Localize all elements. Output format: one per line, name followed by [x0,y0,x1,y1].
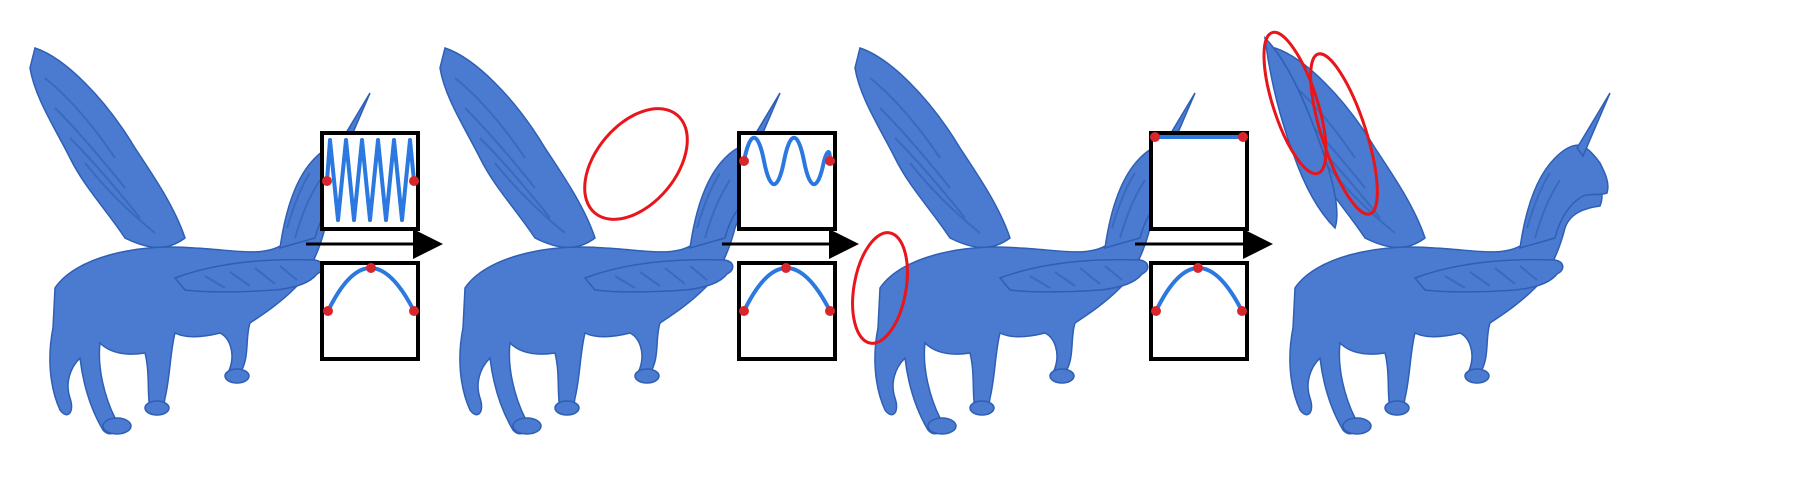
control-point [323,306,333,316]
pegasus-model-3 [854,47,1196,435]
pegasus-model-2 [439,47,781,435]
transition-3 [1135,30,1379,361]
control-point [1151,306,1161,316]
highlight-neck [583,107,689,221]
amplitude-plot-box [1149,261,1249,361]
frequency-plot-box [1149,131,1249,231]
highlight-wing-2 [1309,52,1379,216]
highlight-wing-1 [1262,30,1328,176]
control-point [781,263,791,273]
transition-2 [722,131,909,361]
control-point [1150,132,1160,142]
control-point [739,156,749,166]
control-point [1237,306,1247,316]
zigzag-curve [325,138,416,222]
control-point [1193,263,1203,273]
amplitude-plot-box [737,261,837,361]
control-point [1238,132,1248,142]
wave-curve [742,136,832,186]
control-point [825,156,835,166]
control-point [409,176,419,186]
control-point [739,306,749,316]
amplitude-plot-box [320,261,420,361]
transition-1 [306,107,689,361]
pegasus-model-1 [29,47,371,435]
pegasus-model-4 [1263,35,1611,435]
control-point [409,306,419,316]
highlight-tail [851,231,909,345]
control-point [322,176,332,186]
control-point [825,306,835,316]
control-point [366,263,376,273]
